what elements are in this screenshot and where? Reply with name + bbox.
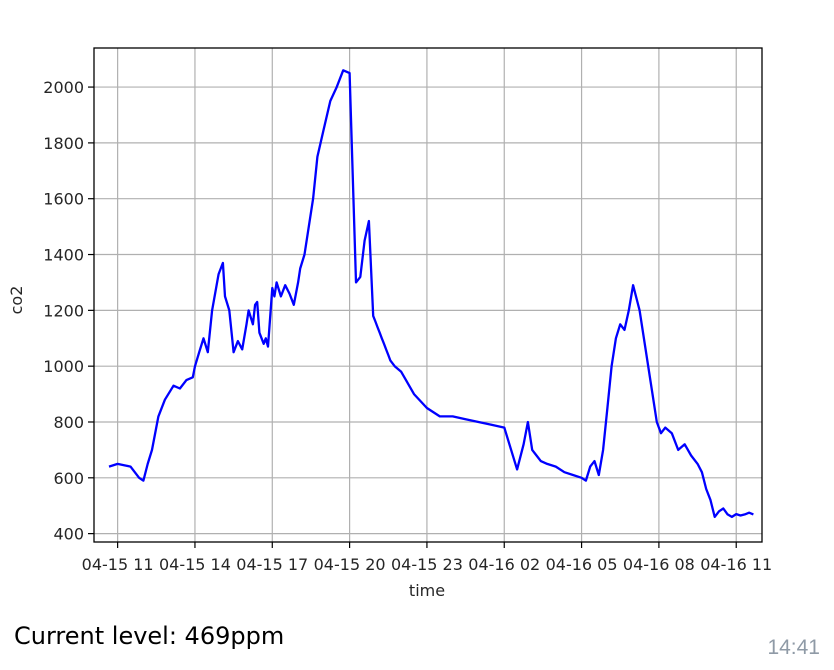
x-tick-label: 04-16 11 bbox=[700, 555, 772, 574]
y-tick-label: 1000 bbox=[43, 357, 84, 376]
x-tick-label: 04-16 02 bbox=[468, 555, 540, 574]
message-timestamp: 14:41 bbox=[767, 636, 820, 659]
x-tick-label: 04-15 14 bbox=[159, 555, 231, 574]
x-tick-label: 04-16 05 bbox=[546, 555, 618, 574]
x-tick-label: 04-15 20 bbox=[314, 555, 386, 574]
y-axis-ticks: 400 600 800 1000 1200 1400 1600 1800 2000 bbox=[43, 78, 94, 544]
y-tick-label: 2000 bbox=[43, 78, 84, 97]
y-tick-label: 1200 bbox=[43, 301, 84, 320]
current-level-caption: Current level: 469ppm bbox=[14, 622, 285, 650]
y-tick-label: 1400 bbox=[43, 246, 84, 265]
y-tick-label: 800 bbox=[53, 413, 84, 432]
grid-lines bbox=[94, 48, 762, 542]
co2-series-line bbox=[108, 69, 754, 519]
x-tick-label: 04-15 17 bbox=[236, 555, 308, 574]
x-tick-label: 04-15 23 bbox=[391, 555, 463, 574]
x-axis-ticks: 04-15 11 04-15 14 04-15 17 04-15 20 04-15 23… bbox=[82, 542, 772, 574]
y-tick-label: 400 bbox=[53, 525, 84, 544]
y-tick-label: 600 bbox=[53, 469, 84, 488]
y-tick-label: 1800 bbox=[43, 134, 84, 153]
x-axis-label: time bbox=[409, 581, 445, 600]
x-tick-label: 04-16 08 bbox=[623, 555, 695, 574]
y-tick-label: 1600 bbox=[43, 190, 84, 209]
x-tick-label: 04-15 11 bbox=[82, 555, 154, 574]
plot-background bbox=[94, 48, 762, 542]
co2-line-chart: 04-15 11 04-15 14 04-15 17 04-15 20 04-15 23… bbox=[7, 47, 772, 600]
y-axis-label: co2 bbox=[7, 286, 26, 315]
plot-frame bbox=[93, 47, 763, 543]
